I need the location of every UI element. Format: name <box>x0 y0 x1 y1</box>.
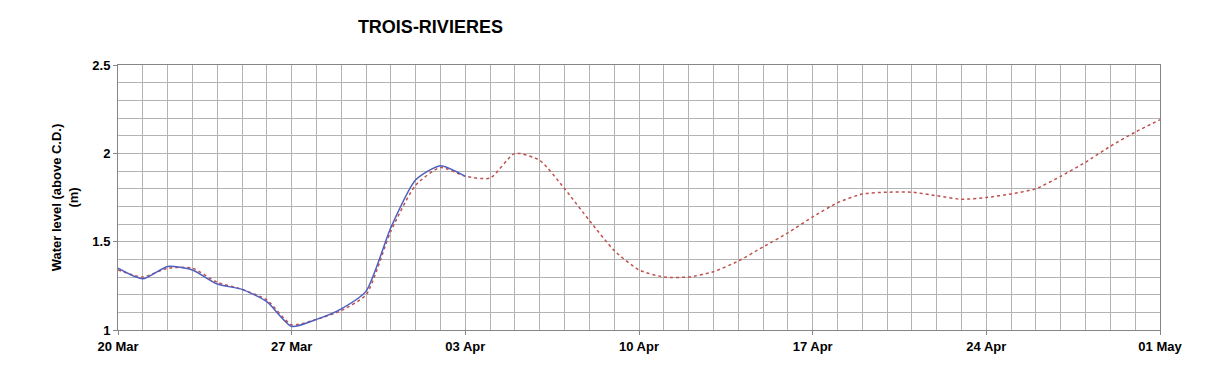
svg-text:17 Apr: 17 Apr <box>793 339 833 354</box>
svg-text:1.5: 1.5 <box>92 234 110 249</box>
svg-text:TROIS-RIVIERES: TROIS-RIVIERES <box>358 17 503 37</box>
svg-text:24 Apr: 24 Apr <box>966 339 1006 354</box>
svg-text:01 May: 01 May <box>1138 339 1182 354</box>
svg-text:20 Mar: 20 Mar <box>97 339 138 354</box>
svg-text:Water level (above C.D.)(m): Water level (above C.D.)(m) <box>49 124 81 272</box>
svg-text:03 Apr: 03 Apr <box>445 339 485 354</box>
svg-text:2.5: 2.5 <box>92 58 110 73</box>
svg-text:1: 1 <box>103 323 110 338</box>
svg-text:27 Mar: 27 Mar <box>271 339 312 354</box>
svg-text:10 Apr: 10 Apr <box>619 339 659 354</box>
svg-text:2: 2 <box>103 146 110 161</box>
